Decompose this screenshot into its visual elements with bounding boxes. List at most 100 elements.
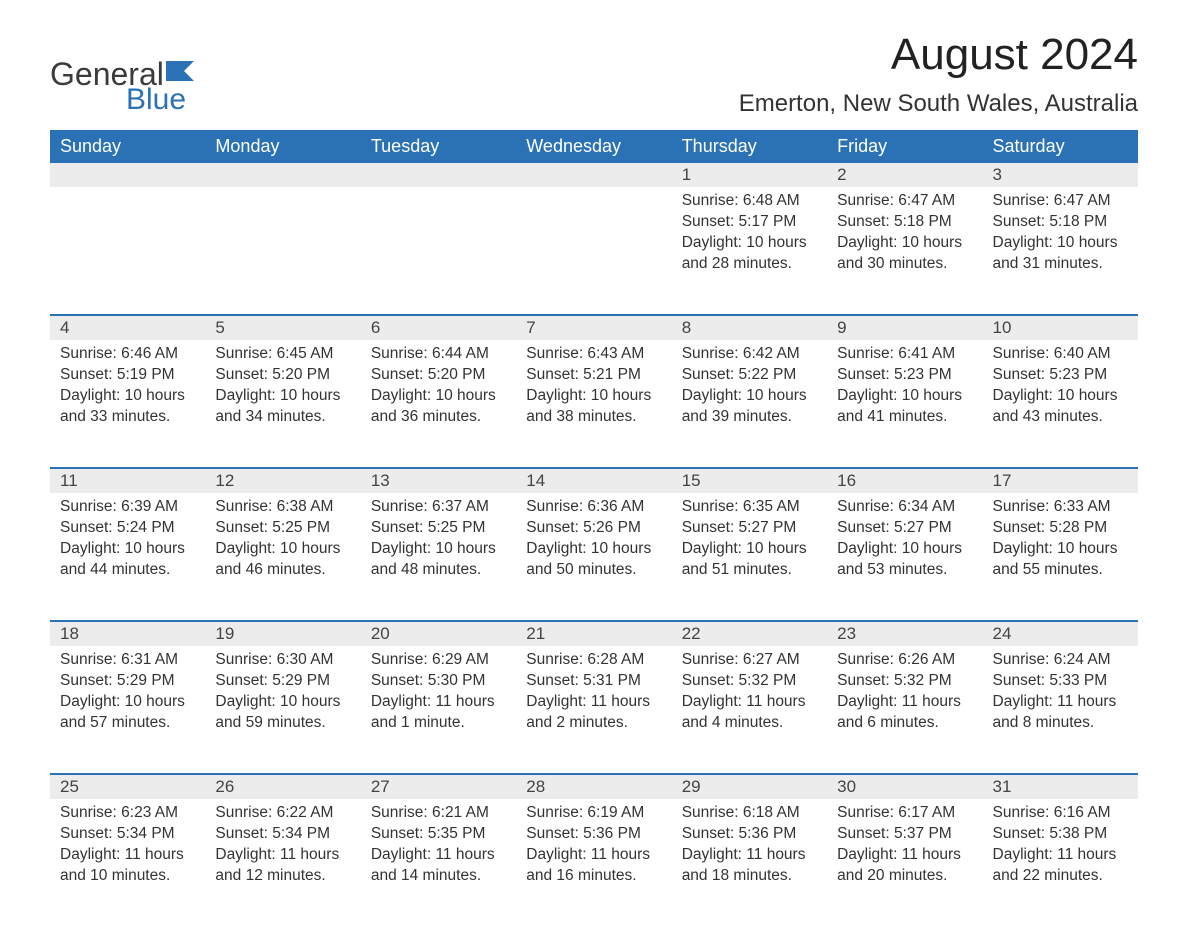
sunrise-text: Sunrise: 6:22 AM <box>215 803 350 824</box>
day-number-cell: 24 <box>983 621 1138 646</box>
sunset-text: Sunset: 5:18 PM <box>993 212 1128 233</box>
daylight-text: Daylight: 10 hours and 34 minutes. <box>215 386 350 428</box>
sunrise-text: Sunrise: 6:18 AM <box>682 803 817 824</box>
day-body-cell: Sunrise: 6:29 AMSunset: 5:30 PMDaylight:… <box>361 646 516 774</box>
sunset-text: Sunset: 5:20 PM <box>371 365 506 386</box>
day-number-cell: 7 <box>516 315 671 340</box>
daylight-text: Daylight: 10 hours and 43 minutes. <box>993 386 1128 428</box>
day-body-cell: Sunrise: 6:23 AMSunset: 5:34 PMDaylight:… <box>50 799 205 927</box>
sunrise-text: Sunrise: 6:39 AM <box>60 497 195 518</box>
daylight-text: Daylight: 10 hours and 59 minutes. <box>215 692 350 734</box>
sunset-text: Sunset: 5:21 PM <box>526 365 661 386</box>
day-number-cell: 8 <box>672 315 827 340</box>
day-number-row: 11121314151617 <box>50 468 1138 493</box>
day-body-cell: Sunrise: 6:24 AMSunset: 5:33 PMDaylight:… <box>983 646 1138 774</box>
sunset-text: Sunset: 5:34 PM <box>215 824 350 845</box>
sunset-text: Sunset: 5:30 PM <box>371 671 506 692</box>
daylight-text: Daylight: 10 hours and 57 minutes. <box>60 692 195 734</box>
sunset-text: Sunset: 5:32 PM <box>837 671 972 692</box>
daylight-text: Daylight: 10 hours and 55 minutes. <box>993 539 1128 581</box>
day-number-cell: 13 <box>361 468 516 493</box>
day-number-cell: 11 <box>50 468 205 493</box>
header: General Blue August 2024 Emerton, New So… <box>50 30 1138 118</box>
sunrise-text: Sunrise: 6:46 AM <box>60 344 195 365</box>
day-number-cell: 1 <box>672 163 827 187</box>
day-body-row: Sunrise: 6:39 AMSunset: 5:24 PMDaylight:… <box>50 493 1138 621</box>
day-body-row: Sunrise: 6:23 AMSunset: 5:34 PMDaylight:… <box>50 799 1138 927</box>
day-body-cell: Sunrise: 6:44 AMSunset: 5:20 PMDaylight:… <box>361 340 516 468</box>
day-body-cell <box>205 187 360 315</box>
sunrise-text: Sunrise: 6:33 AM <box>993 497 1128 518</box>
sunset-text: Sunset: 5:23 PM <box>837 365 972 386</box>
weekday-header: Monday <box>205 130 360 163</box>
daylight-text: Daylight: 11 hours and 8 minutes. <box>993 692 1128 734</box>
sunset-text: Sunset: 5:27 PM <box>837 518 972 539</box>
sunrise-text: Sunrise: 6:47 AM <box>837 191 972 212</box>
sunrise-text: Sunrise: 6:36 AM <box>526 497 661 518</box>
sunset-text: Sunset: 5:26 PM <box>526 518 661 539</box>
daylight-text: Daylight: 10 hours and 50 minutes. <box>526 539 661 581</box>
day-body-cell: Sunrise: 6:22 AMSunset: 5:34 PMDaylight:… <box>205 799 360 927</box>
day-body-cell: Sunrise: 6:34 AMSunset: 5:27 PMDaylight:… <box>827 493 982 621</box>
day-body-cell: Sunrise: 6:17 AMSunset: 5:37 PMDaylight:… <box>827 799 982 927</box>
day-number-cell <box>361 163 516 187</box>
sunrise-text: Sunrise: 6:43 AM <box>526 344 661 365</box>
logo: General Blue <box>50 30 200 117</box>
sunrise-text: Sunrise: 6:29 AM <box>371 650 506 671</box>
sunset-text: Sunset: 5:35 PM <box>371 824 506 845</box>
day-body-cell: Sunrise: 6:30 AMSunset: 5:29 PMDaylight:… <box>205 646 360 774</box>
day-number-cell: 27 <box>361 774 516 799</box>
day-number-cell: 22 <box>672 621 827 646</box>
sunrise-text: Sunrise: 6:42 AM <box>682 344 817 365</box>
calendar-table: Sunday Monday Tuesday Wednesday Thursday… <box>50 130 1138 927</box>
day-number-cell: 15 <box>672 468 827 493</box>
day-number-row: 45678910 <box>50 315 1138 340</box>
weekday-header: Friday <box>827 130 982 163</box>
daylight-text: Daylight: 10 hours and 48 minutes. <box>371 539 506 581</box>
location-label: Emerton, New South Wales, Australia <box>739 90 1138 118</box>
daylight-text: Daylight: 10 hours and 53 minutes. <box>837 539 972 581</box>
day-number-cell <box>50 163 205 187</box>
day-number-row: 25262728293031 <box>50 774 1138 799</box>
day-number-cell: 17 <box>983 468 1138 493</box>
day-body-cell: Sunrise: 6:26 AMSunset: 5:32 PMDaylight:… <box>827 646 982 774</box>
day-body-cell: Sunrise: 6:40 AMSunset: 5:23 PMDaylight:… <box>983 340 1138 468</box>
day-number-row: 18192021222324 <box>50 621 1138 646</box>
day-body-cell: Sunrise: 6:39 AMSunset: 5:24 PMDaylight:… <box>50 493 205 621</box>
daylight-text: Daylight: 11 hours and 14 minutes. <box>371 845 506 887</box>
day-number-cell: 23 <box>827 621 982 646</box>
daylight-text: Daylight: 10 hours and 38 minutes. <box>526 386 661 428</box>
day-number-cell: 3 <box>983 163 1138 187</box>
day-number-cell: 31 <box>983 774 1138 799</box>
day-number-cell <box>516 163 671 187</box>
sunset-text: Sunset: 5:31 PM <box>526 671 661 692</box>
day-number-cell: 29 <box>672 774 827 799</box>
day-number-cell: 9 <box>827 315 982 340</box>
weekday-header-row: Sunday Monday Tuesday Wednesday Thursday… <box>50 130 1138 163</box>
day-number-cell: 21 <box>516 621 671 646</box>
daylight-text: Daylight: 11 hours and 22 minutes. <box>993 845 1128 887</box>
daylight-text: Daylight: 10 hours and 28 minutes. <box>682 233 817 275</box>
day-body-row: Sunrise: 6:31 AMSunset: 5:29 PMDaylight:… <box>50 646 1138 774</box>
day-body-cell <box>361 187 516 315</box>
daylight-text: Daylight: 10 hours and 30 minutes. <box>837 233 972 275</box>
daylight-text: Daylight: 11 hours and 18 minutes. <box>682 845 817 887</box>
sunset-text: Sunset: 5:25 PM <box>371 518 506 539</box>
sunset-text: Sunset: 5:38 PM <box>993 824 1128 845</box>
title-block: August 2024 Emerton, New South Wales, Au… <box>739 30 1138 118</box>
day-number-cell <box>205 163 360 187</box>
sunrise-text: Sunrise: 6:27 AM <box>682 650 817 671</box>
sunrise-text: Sunrise: 6:35 AM <box>682 497 817 518</box>
day-body-cell: Sunrise: 6:48 AMSunset: 5:17 PMDaylight:… <box>672 187 827 315</box>
daylight-text: Daylight: 11 hours and 1 minute. <box>371 692 506 734</box>
day-body-cell: Sunrise: 6:36 AMSunset: 5:26 PMDaylight:… <box>516 493 671 621</box>
day-body-cell: Sunrise: 6:45 AMSunset: 5:20 PMDaylight:… <box>205 340 360 468</box>
sunrise-text: Sunrise: 6:37 AM <box>371 497 506 518</box>
sunrise-text: Sunrise: 6:44 AM <box>371 344 506 365</box>
sunrise-text: Sunrise: 6:21 AM <box>371 803 506 824</box>
day-number-cell: 30 <box>827 774 982 799</box>
day-body-cell: Sunrise: 6:37 AMSunset: 5:25 PMDaylight:… <box>361 493 516 621</box>
day-body-cell: Sunrise: 6:33 AMSunset: 5:28 PMDaylight:… <box>983 493 1138 621</box>
daylight-text: Daylight: 10 hours and 31 minutes. <box>993 233 1128 275</box>
sunset-text: Sunset: 5:36 PM <box>682 824 817 845</box>
